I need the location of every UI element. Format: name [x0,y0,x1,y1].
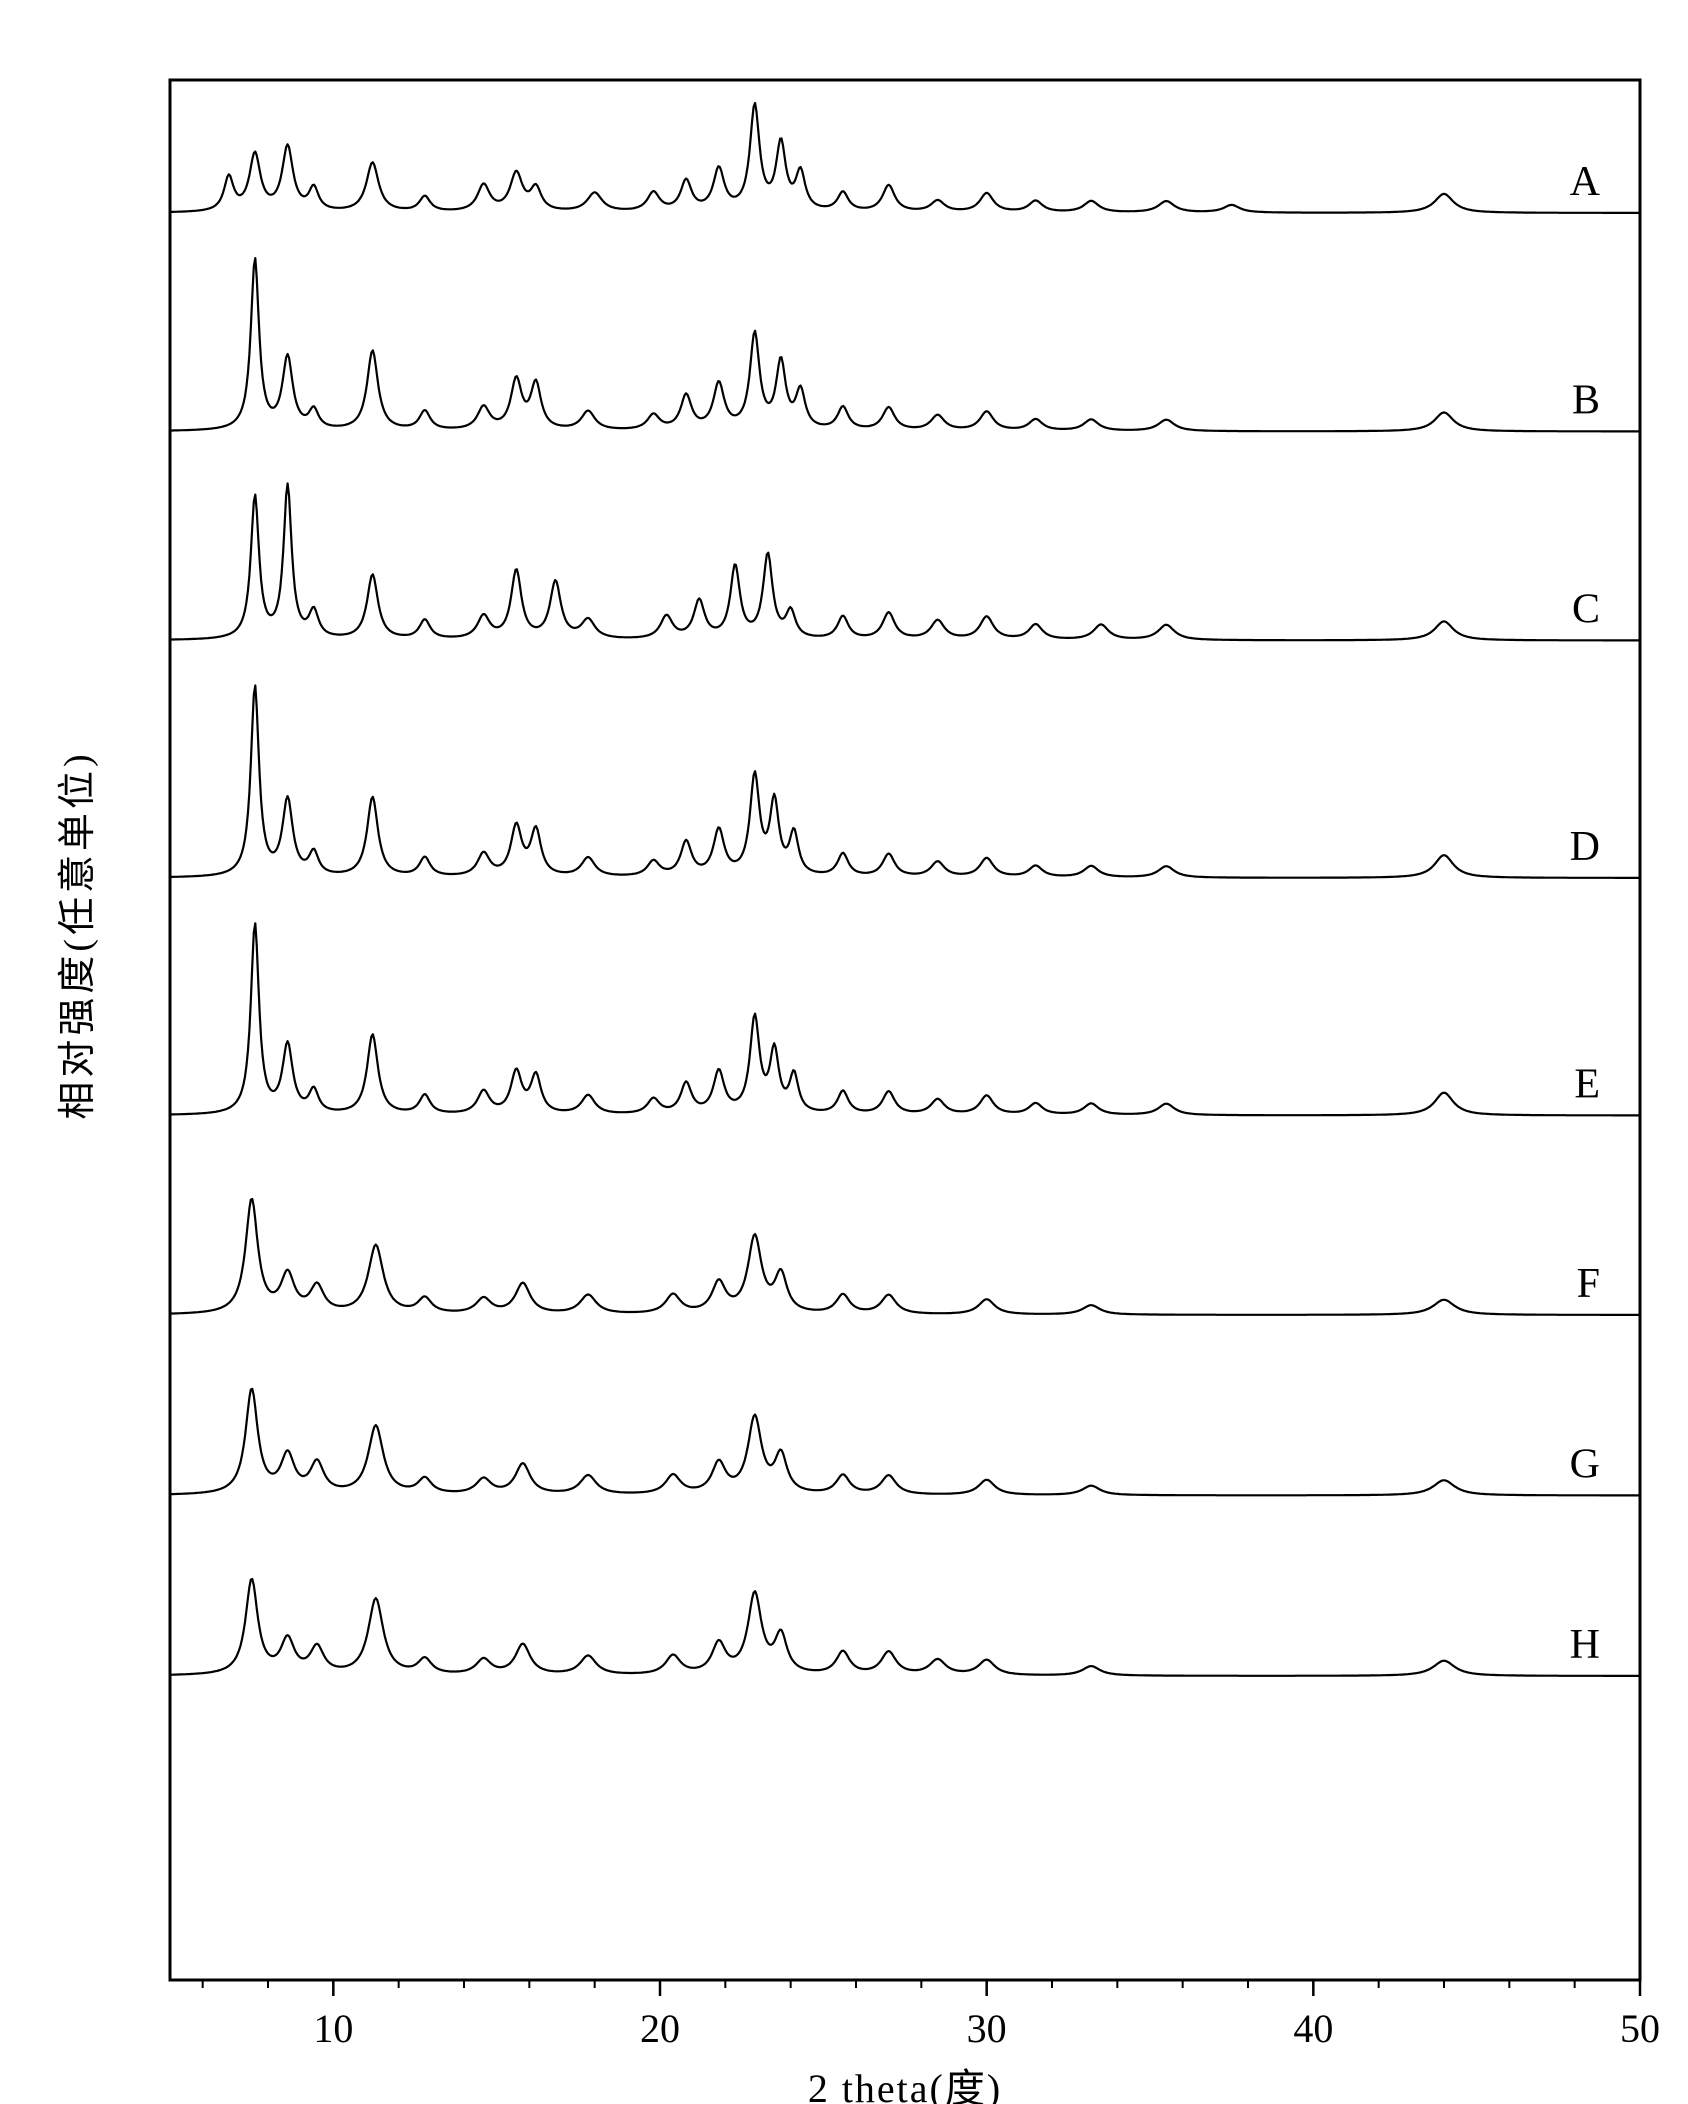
x-tick-label: 20 [640,2006,680,2051]
x-tick-label: 10 [313,2006,353,2051]
trace-label: H [1570,1622,1600,1668]
trace-label: D [1570,824,1600,870]
xrd-figure: 10 20 30 40 50 2 theta(度) 相对强度(任意单位) A B C D E F G H [0,0,1688,2104]
trace-label: B [1572,378,1600,424]
trace-label: G [1570,1442,1600,1488]
x-axis-label: 2 theta(度) [808,2066,1002,2104]
x-tick-label: 40 [1293,2006,1333,2051]
chart-svg: 10 20 30 40 50 2 theta(度) 相对强度(任意单位) A B C D E F G H [0,0,1688,2104]
trace-label: C [1572,587,1600,633]
trace-label: E [1574,1062,1600,1108]
y-axis-label: 相对强度(任意单位) [57,750,99,1119]
x-tick-label: 50 [1620,2006,1660,2051]
x-tick-label: 30 [967,2006,1007,2051]
trace-label: A [1570,159,1601,205]
trace-label: F [1577,1261,1600,1307]
